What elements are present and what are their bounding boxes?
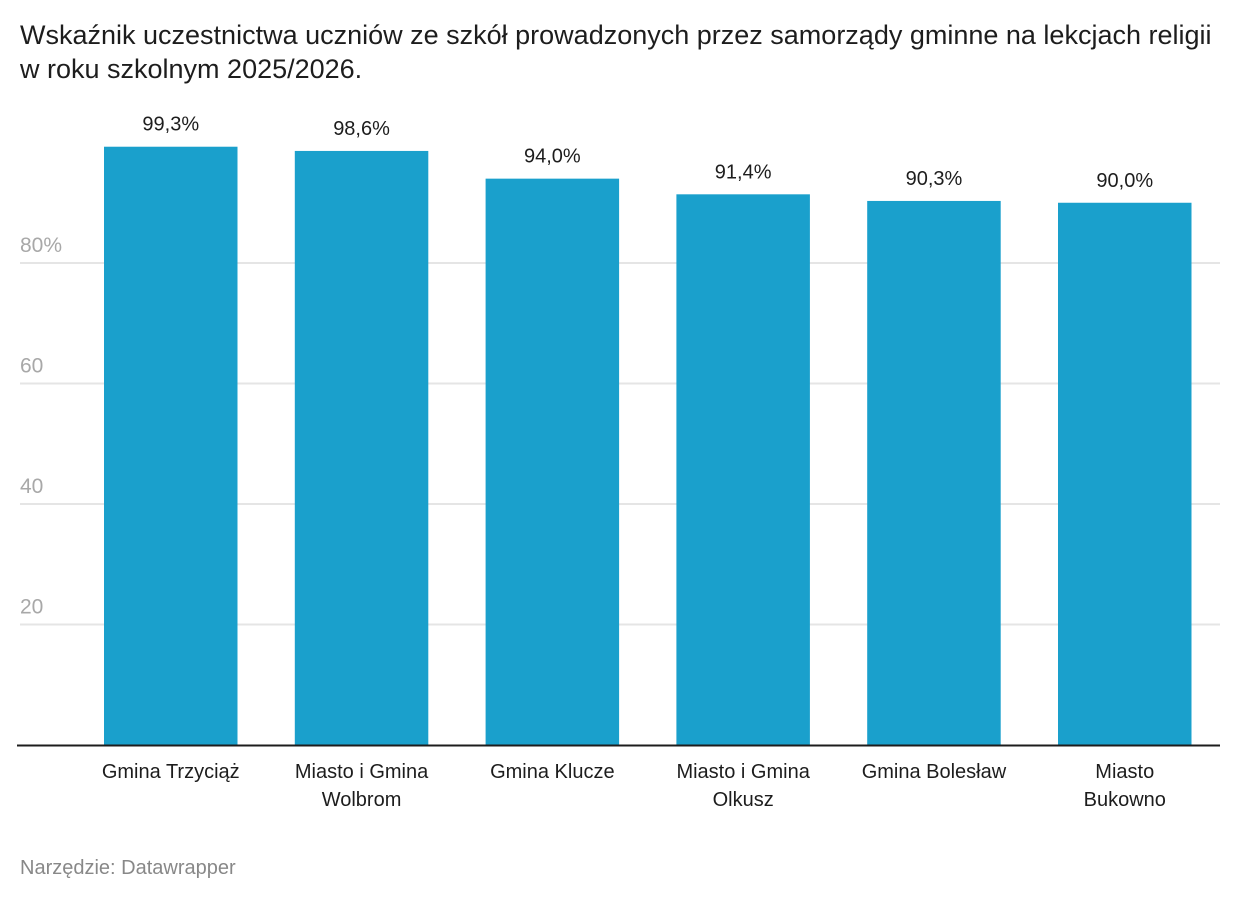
x-tick-label: Miasto i Gmina: [676, 761, 810, 783]
y-tick-label: 20: [20, 596, 43, 619]
x-tick-label: Miasto: [1095, 761, 1154, 783]
x-tick-label: Miasto i Gmina: [295, 761, 429, 783]
chart-title: Wskaźnik uczestnictwa uczniów ze szkół p…: [20, 20, 1212, 84]
x-tick-label: Olkusz: [713, 789, 774, 811]
value-label: 90,0%: [1096, 170, 1153, 192]
bar: [1058, 202, 1192, 745]
bar: [867, 200, 1001, 745]
x-tick-label: Gmina Trzyciąż: [102, 761, 240, 783]
x-tick-label: Gmina Klucze: [490, 761, 615, 783]
source-note: Narzędzie: Datawrapper: [20, 857, 236, 879]
x-tick-label: Bukowno: [1084, 789, 1166, 811]
bar: [294, 150, 429, 745]
bar: [104, 146, 238, 745]
y-tick-label: 40: [20, 475, 43, 498]
bars: 99,3% Gmina Trzyciąż 98,6% Miasto i Gmina Wo…: [102, 114, 1192, 811]
value-label: 91,4%: [715, 161, 772, 183]
value-label: 94,0%: [524, 146, 581, 168]
value-label: 99,3%: [142, 114, 199, 136]
x-tick-label: Gmina Bolesław: [862, 761, 1007, 783]
x-tick-label: Wolbrom: [322, 789, 402, 811]
bar: [676, 194, 810, 745]
value-label: 90,3%: [906, 168, 963, 190]
y-tick-label: 80%: [20, 234, 62, 257]
y-tick-label: 60: [20, 355, 43, 378]
value-label: 98,6%: [333, 118, 390, 140]
bar: [485, 178, 620, 745]
